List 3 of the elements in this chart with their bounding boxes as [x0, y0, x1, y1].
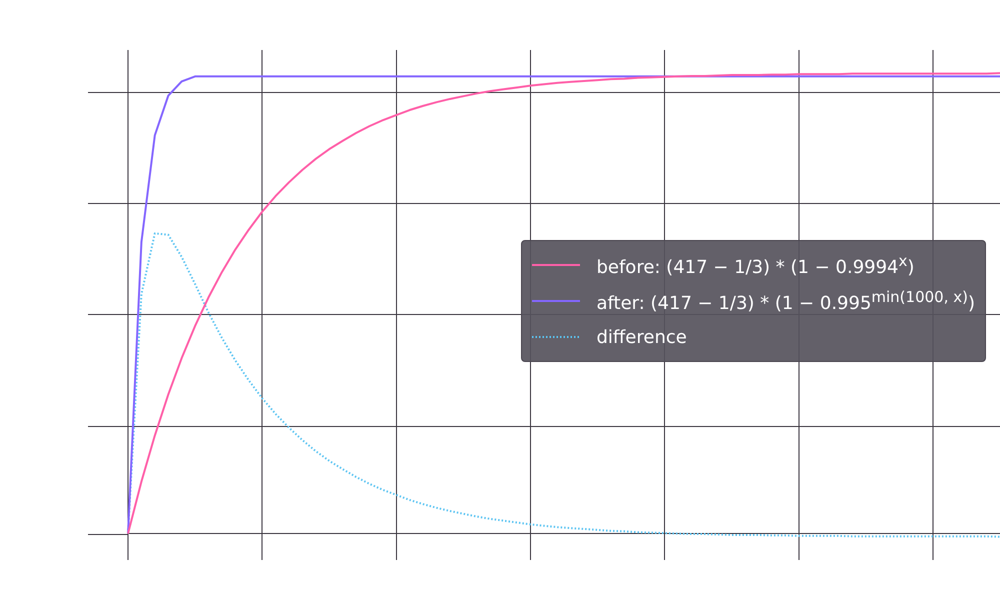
legend-label: after: (417 − 1/3) * (1 − 0.995$^{min(1000, x)}$): [596, 288, 975, 314]
legend-label: before: (417 − 1/3) * (1 − 0.9994$^{x}$): [596, 252, 914, 278]
legend-label: difference: [596, 326, 687, 348]
